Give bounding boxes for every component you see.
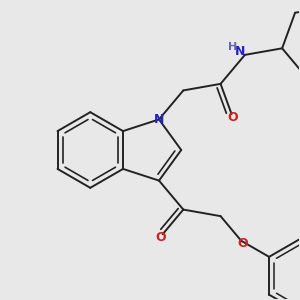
Text: O: O [237,237,247,250]
Text: N: N [235,45,245,58]
Text: O: O [227,111,238,124]
Text: O: O [155,231,166,244]
Text: N: N [154,113,164,126]
Text: H: H [228,42,238,52]
